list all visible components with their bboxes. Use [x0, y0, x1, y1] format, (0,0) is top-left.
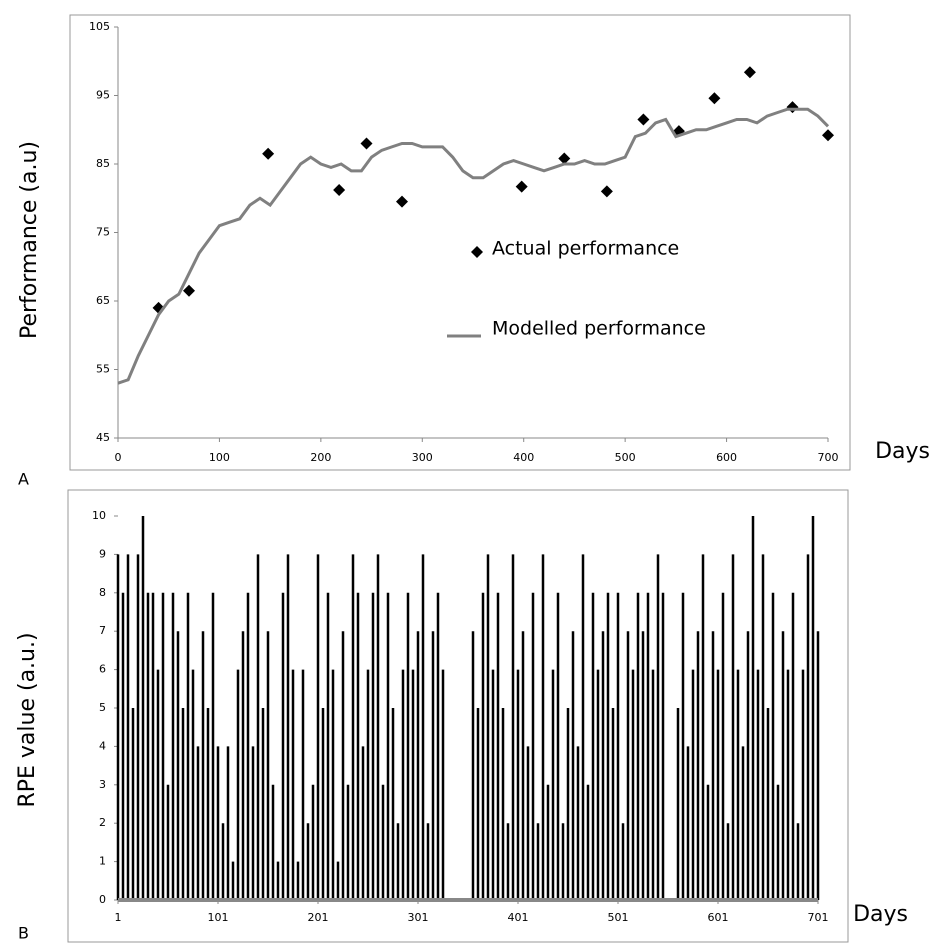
y-tick-label: 1: [99, 855, 106, 868]
data-point: [515, 180, 528, 193]
panel-label: A: [18, 470, 29, 489]
y-tick-label: 9: [99, 547, 106, 560]
y-axis-title: Performance (a.u): [17, 141, 42, 339]
y-axis-title: RPE value (a.u.): [15, 632, 40, 807]
y-tick-label: 0: [99, 893, 106, 906]
data-point: [822, 129, 834, 142]
x-tick-label: 701: [808, 911, 829, 924]
y-tick-label: 6: [99, 663, 106, 676]
x-tick-label: 400: [513, 451, 534, 464]
y-tick-label: 7: [99, 624, 106, 637]
data-point: [600, 185, 613, 198]
x-tick-label: 100: [209, 451, 230, 464]
y-tick-label: 4: [99, 739, 106, 752]
x-tick-label: 301: [408, 911, 429, 924]
y-tick-label: 10: [92, 509, 106, 522]
x-tick-label: 500: [615, 451, 636, 464]
y-tick-label: 55: [96, 363, 110, 376]
y-tick-label: 45: [96, 431, 110, 444]
x-tick-label: 601: [708, 911, 729, 924]
x-axis-title: Days: [853, 902, 908, 927]
x-tick-label: 0: [115, 451, 122, 464]
x-tick-label: 101: [208, 911, 229, 924]
y-tick-label: 95: [96, 89, 110, 102]
data-point: [637, 113, 650, 126]
x-tick-label: 600: [716, 451, 737, 464]
y-tick-label: 3: [99, 778, 106, 791]
data-point: [262, 147, 275, 160]
x-tick-label: 300: [412, 451, 433, 464]
panel-frame: [67, 489, 849, 943]
legend-label: Actual performance: [492, 238, 679, 260]
y-tick-label: 65: [96, 294, 110, 307]
y-tick-label: 5: [99, 701, 106, 714]
data-point: [558, 152, 571, 165]
panel-label: B: [18, 924, 29, 943]
data-point: [360, 137, 373, 150]
y-tick-label: 8: [99, 586, 106, 599]
model-line: [117, 107, 830, 385]
y-tick-label: 75: [96, 226, 110, 239]
x-tick-label: 201: [308, 911, 329, 924]
x-tick-label: 501: [608, 911, 629, 924]
data-point: [396, 195, 408, 208]
y-tick-label: 85: [96, 157, 110, 170]
x-tick-label: 1: [115, 911, 122, 924]
legend-label: Modelled performance: [492, 318, 706, 340]
legend-marker: [471, 246, 483, 258]
panel-frame: [69, 14, 851, 471]
data-point: [786, 101, 799, 114]
data-point: [183, 284, 195, 297]
y-tick-label: 105: [89, 20, 110, 33]
x-tick-label: 200: [310, 451, 331, 464]
data-point: [708, 92, 721, 105]
y-tick-label: 2: [99, 816, 106, 829]
data-point: [333, 184, 346, 197]
x-tick-label: 401: [508, 911, 529, 924]
data-point: [743, 66, 756, 79]
x-tick-label: 700: [818, 451, 839, 464]
x-axis-title: Days: [875, 439, 930, 464]
